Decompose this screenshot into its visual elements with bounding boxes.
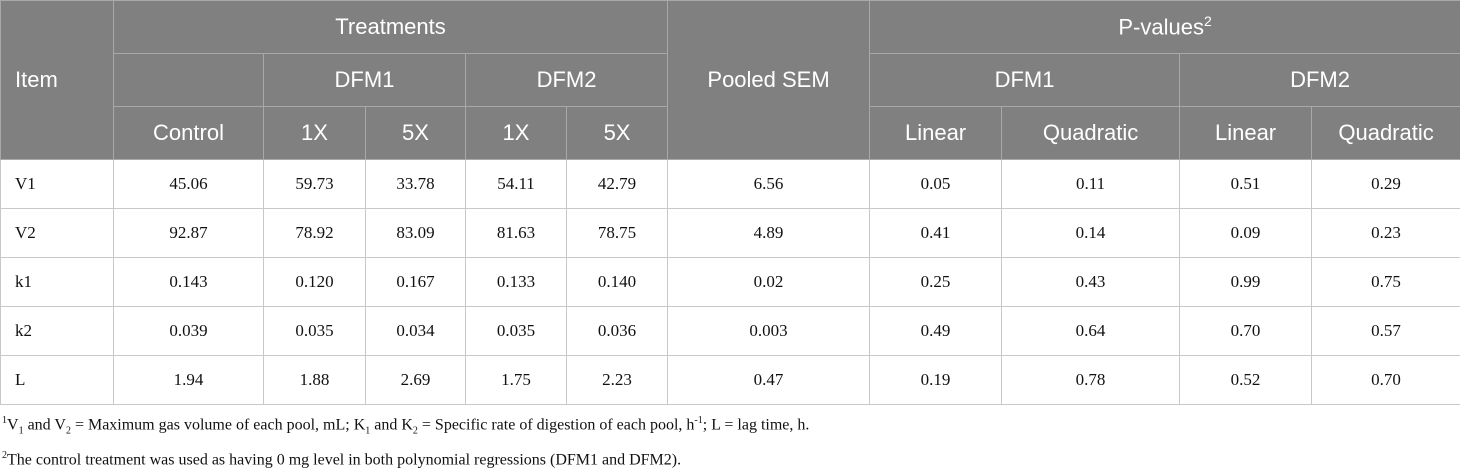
header-cell: 1X [466,107,567,160]
header-cell: Linear [1180,107,1312,160]
table-cell: 0.035 [466,307,567,356]
table-cell: V2 [1,209,114,258]
table-cell: 0.47 [668,356,870,405]
table-cell: 0.02 [668,258,870,307]
header-text: P-values [1118,15,1204,40]
table-cell: 92.87 [114,209,264,258]
table-cell: 1.88 [264,356,366,405]
header-cell: DFM2 [1180,54,1460,107]
table-cell: 54.11 [466,160,567,209]
text: The control treatment was used as having… [7,451,681,468]
table-cell: 0.034 [366,307,466,356]
header-cell: DFM1 [264,54,466,107]
footnotes: 1V1 and V2 = Maximum gas volume of each … [0,405,1460,472]
table-cell: 0.52 [1180,356,1312,405]
header-cell: Item [1,1,114,160]
text: V [7,416,19,433]
table-cell: 2.69 [366,356,466,405]
table-cell: 0.14 [1002,209,1180,258]
table-cell: 0.43 [1002,258,1180,307]
table-cell: 0.99 [1180,258,1312,307]
table-cell: 0.23 [1312,209,1460,258]
table-cell: 0.143 [114,258,264,307]
table-cell: 0.70 [1180,307,1312,356]
table-cell: 6.56 [668,160,870,209]
table-cell: 4.89 [668,209,870,258]
table-cell: 2.23 [567,356,668,405]
table-cell: 0.29 [1312,160,1460,209]
table-cell: L [1,356,114,405]
header-cell: 1X [264,107,366,160]
header-cell: Quadratic [1312,107,1460,160]
text: and V [24,416,66,433]
text: ; L = lag time, h. [703,416,810,433]
text: and K [370,416,413,433]
table-cell: 0.05 [870,160,1002,209]
table-cell: 0.64 [1002,307,1180,356]
table-cell: 45.06 [114,160,264,209]
table-cell: 78.75 [567,209,668,258]
table-cell: 0.133 [466,258,567,307]
table-cell: V1 [1,160,114,209]
table-cell: 0.167 [366,258,466,307]
superscript: -1 [694,415,702,426]
table-cell: 0.039 [114,307,264,356]
table-cell: 42.79 [567,160,668,209]
table-cell: 0.035 [264,307,366,356]
header-cell: Control [114,107,264,160]
table-cell: 0.11 [1002,160,1180,209]
header-cell: DFM1 [870,54,1180,107]
superscript: 2 [1204,13,1212,29]
header-cell: 5X [366,107,466,160]
header-cell: P-values2 [870,1,1460,54]
table-cell: 81.63 [466,209,567,258]
text: = Maximum gas volume of each pool, mL; K [71,416,365,433]
table-cell: 1.94 [114,356,264,405]
header-cell: DFM2 [466,54,668,107]
table-cell: 0.41 [870,209,1002,258]
table-cell: k2 [1,307,114,356]
table-cell: 0.51 [1180,160,1312,209]
table-cell: k1 [1,258,114,307]
table-cell: 0.140 [567,258,668,307]
table-cell: 33.78 [366,160,466,209]
table-cell: 0.78 [1002,356,1180,405]
footnote: 1V1 and V2 = Maximum gas volume of each … [2,409,1460,444]
table-cell: 0.120 [264,258,366,307]
header-cell: Treatments [114,1,668,54]
table-cell: 0.25 [870,258,1002,307]
table-cell: 59.73 [264,160,366,209]
data-table: Item Treatments Pooled SEM P-values2 DFM… [0,0,1460,405]
table-cell: 0.70 [1312,356,1460,405]
header-cell: Linear [870,107,1002,160]
table-cell: 0.003 [668,307,870,356]
table-cell: 83.09 [366,209,466,258]
table-header: Item Treatments Pooled SEM P-values2 DFM… [1,1,1460,160]
header-cell: 5X [567,107,668,160]
table-cell: 0.57 [1312,307,1460,356]
table-cell: 0.75 [1312,258,1460,307]
page: Item Treatments Pooled SEM P-values2 DFM… [0,0,1460,457]
table-cell: 0.09 [1180,209,1312,258]
text: = Specific rate of digestion of each poo… [418,416,695,433]
table-cell: 0.49 [870,307,1002,356]
header-cell: Pooled SEM [668,1,870,160]
table-cell: 1.75 [466,356,567,405]
table-cell: 0.19 [870,356,1002,405]
table-cell: 78.92 [264,209,366,258]
footnote: 2The control treatment was used as havin… [2,444,1460,472]
header-cell: Quadratic [1002,107,1180,160]
header-cell [114,54,264,107]
table-cell: 0.036 [567,307,668,356]
